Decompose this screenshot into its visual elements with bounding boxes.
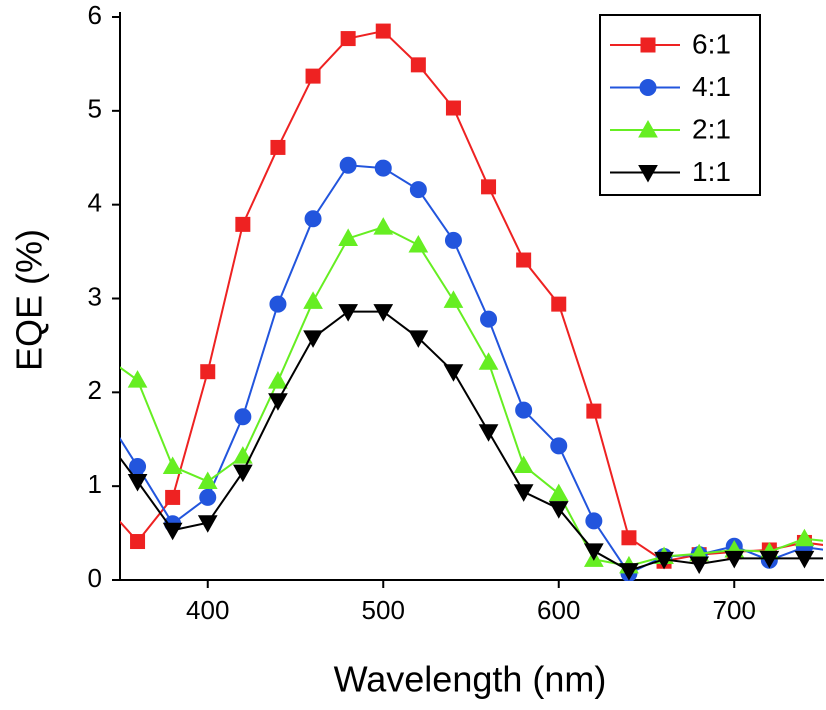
legend-label: 6:1	[692, 28, 731, 59]
marker	[232, 446, 253, 464]
plot-area	[93, 23, 823, 581]
marker	[513, 455, 534, 474]
marker	[794, 550, 815, 569]
marker	[619, 563, 639, 581]
y-tick-label: 1	[88, 469, 102, 499]
marker	[478, 424, 499, 442]
marker	[197, 515, 218, 533]
marker	[94, 403, 110, 419]
legend-label: 2:1	[692, 113, 731, 144]
marker	[304, 210, 322, 228]
marker	[269, 295, 287, 313]
marker	[724, 550, 745, 569]
y-tick-label: 5	[88, 94, 102, 124]
marker	[373, 217, 394, 235]
marker	[165, 489, 181, 505]
marker	[548, 483, 569, 502]
marker	[481, 179, 497, 195]
marker	[550, 437, 568, 455]
marker	[338, 228, 359, 246]
y-axis-label: EQE (%)	[9, 229, 50, 371]
marker	[410, 57, 426, 73]
marker	[270, 139, 286, 155]
series-line	[120, 29, 823, 563]
marker	[162, 456, 183, 474]
marker	[339, 156, 357, 174]
legend-marker	[638, 165, 658, 183]
marker	[478, 352, 499, 370]
marker	[235, 216, 251, 232]
marker	[232, 464, 253, 483]
marker	[515, 401, 533, 419]
x-axis-label: Wavelength (nm)	[334, 659, 607, 700]
marker	[443, 290, 464, 308]
marker	[513, 484, 534, 502]
marker	[127, 370, 148, 388]
marker	[268, 371, 288, 389]
marker	[303, 291, 323, 309]
marker	[268, 393, 288, 411]
marker	[197, 471, 218, 489]
y-tick-label: 2	[88, 375, 102, 405]
x-tick-label: 500	[362, 595, 405, 625]
marker	[408, 234, 429, 253]
marker	[130, 534, 146, 550]
marker	[409, 181, 427, 199]
marker	[408, 330, 429, 348]
marker	[93, 428, 111, 444]
marker	[93, 346, 111, 362]
series-line	[120, 226, 823, 567]
marker	[338, 304, 359, 322]
legend: 6:1 4:1 2:1 1:1	[599, 14, 761, 196]
marker	[374, 159, 392, 177]
x-tick-label: 400	[186, 595, 229, 625]
marker	[127, 473, 148, 492]
series-line	[120, 164, 823, 575]
legend-marker	[640, 37, 656, 53]
marker	[794, 528, 815, 547]
marker	[162, 522, 183, 541]
marker	[583, 543, 604, 561]
marker	[129, 457, 147, 475]
marker	[443, 364, 464, 382]
y-tick-label: 6	[88, 0, 102, 30]
marker	[305, 68, 321, 84]
legend-label: 1:1	[692, 156, 731, 187]
marker	[516, 252, 532, 268]
series-line	[120, 310, 823, 572]
marker	[373, 304, 394, 322]
marker	[340, 31, 356, 47]
marker	[551, 296, 567, 312]
marker	[444, 231, 462, 249]
y-tick-label: 3	[88, 281, 102, 311]
marker	[621, 530, 637, 546]
marker	[199, 488, 217, 506]
x-tick-label: 700	[713, 595, 756, 625]
legend-box	[599, 14, 761, 196]
marker	[586, 403, 602, 419]
marker	[585, 512, 603, 530]
marker	[303, 330, 323, 348]
y-tick-label: 0	[88, 563, 102, 593]
legend-label: 4:1	[692, 71, 731, 102]
marker	[689, 556, 710, 575]
marker	[234, 408, 252, 426]
y-tick-label: 4	[88, 188, 102, 218]
legend-marker	[639, 79, 657, 96]
marker	[480, 310, 498, 328]
marker	[654, 551, 674, 570]
marker	[445, 100, 461, 116]
legend-marker	[638, 119, 658, 138]
x-tick-label: 600	[537, 595, 580, 625]
marker	[759, 550, 780, 569]
marker	[375, 23, 391, 39]
marker	[548, 501, 569, 519]
marker	[200, 364, 216, 380]
